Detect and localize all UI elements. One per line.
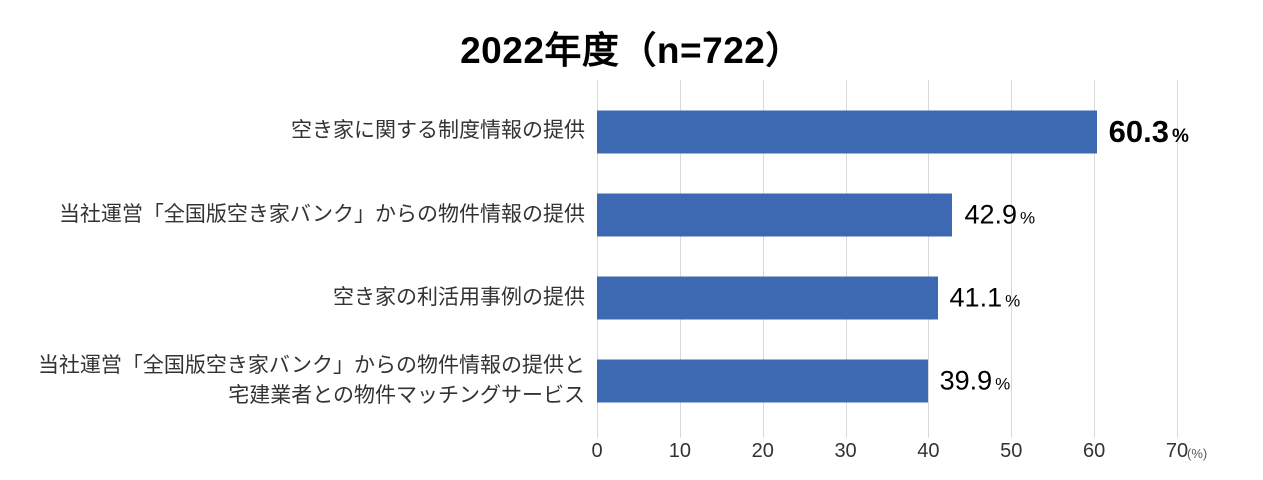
- value-number: 60.3: [1108, 113, 1169, 149]
- category-label: 空き家に関する制度情報の提供: [0, 90, 585, 173]
- category-labels-column: 空き家に関する制度情報の提供当社運営「全国版空き家バンク」からの物件情報の提供空…: [0, 90, 585, 423]
- bar: [597, 359, 928, 403]
- category-label-text: 当社運営「全国版空き家バンク」からの物件情報の提供: [58, 202, 585, 226]
- x-tick-label: 20: [751, 440, 774, 462]
- bar: [597, 276, 938, 320]
- category-label-text: 当社運営「全国版空き家バンク」からの物件情報の提供と 宅建業者との物件マッチング…: [37, 353, 585, 408]
- value-suffix: %: [1171, 125, 1189, 147]
- gridline: [1011, 80, 1013, 438]
- value-label: 60.3%: [1109, 114, 1189, 150]
- value-label: 42.9%: [964, 199, 1035, 230]
- value-suffix: %: [1020, 208, 1036, 228]
- category-label: 当社運営「全国版空き家バンク」からの物件情報の提供: [0, 173, 585, 256]
- x-tick-label: 30: [834, 440, 857, 462]
- bars-stack: 60.3% 42.9% 41.1% 39.9%: [597, 90, 1189, 423]
- x-axis: (%) 0 10 20 30 40 50 60 70: [591, 440, 1207, 472]
- category-label: 空き家の利活用事例の提供: [0, 257, 585, 340]
- bar-row: 60.3%: [597, 90, 1189, 173]
- x-tick-label: 0: [591, 440, 603, 462]
- value-label: 41.1%: [950, 283, 1021, 314]
- chart-title: 2022年度（n=722）: [460, 30, 803, 71]
- value-suffix: %: [995, 374, 1011, 394]
- gridline: [762, 80, 764, 438]
- bar: [597, 193, 953, 237]
- x-tick-label: 50: [1000, 440, 1023, 462]
- category-label-text: 空き家に関する制度情報の提供: [291, 119, 585, 143]
- bar-row: 42.9%: [597, 173, 1177, 256]
- x-tick-label: 60: [1083, 440, 1106, 462]
- gridline: [1094, 80, 1096, 438]
- value-number: 41.1: [949, 282, 1003, 313]
- gridline: [928, 80, 930, 438]
- value-label: 39.9%: [940, 366, 1011, 397]
- value-number: 39.9: [939, 365, 993, 396]
- category-label: 当社運営「全国版空き家バンク」からの物件情報の提供と 宅建業者との物件マッチング…: [0, 340, 585, 423]
- x-tick-label: 40: [917, 440, 940, 462]
- x-axis-unit-label: (%): [1187, 446, 1208, 461]
- bar-row: 39.9%: [597, 340, 1177, 423]
- value-number: 42.9: [964, 199, 1018, 230]
- x-tick-label: 70: [1165, 440, 1189, 462]
- bar-row: 41.1%: [597, 257, 1177, 340]
- category-label-text: 空き家の利活用事例の提供: [333, 285, 585, 309]
- bar: [597, 110, 1097, 154]
- gridline: [679, 80, 681, 438]
- gridline: [1177, 80, 1178, 438]
- x-tick-label: 10: [668, 440, 691, 462]
- gridline: [597, 80, 598, 438]
- gridline: [845, 80, 847, 438]
- plot-area: 60.3% 42.9% 41.1% 39.9%: [597, 80, 1189, 438]
- value-suffix: %: [1005, 291, 1021, 311]
